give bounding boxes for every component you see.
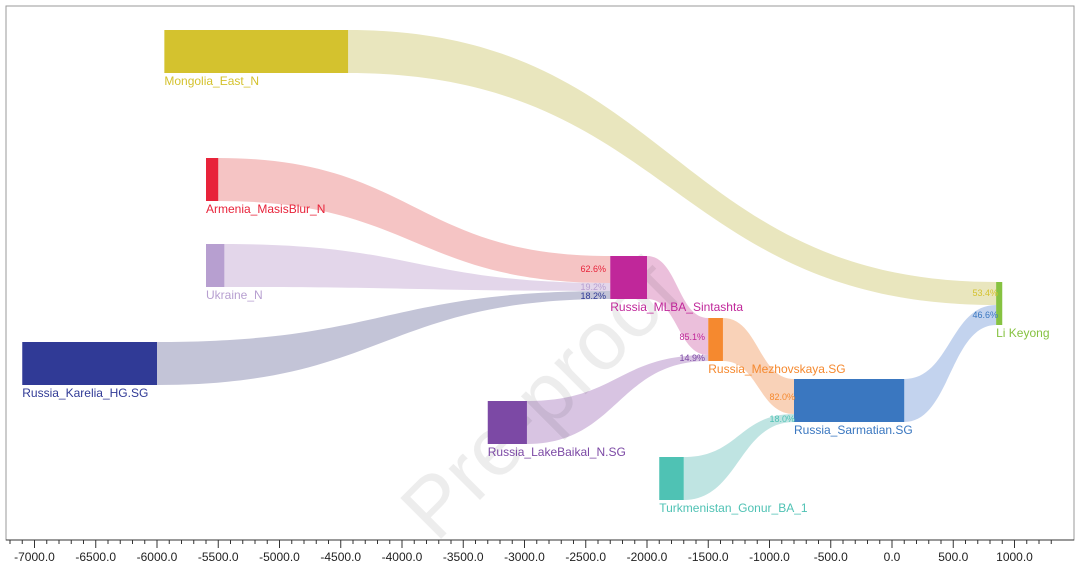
nodes-layer xyxy=(22,30,1003,500)
tick-label: -7000.0 xyxy=(14,550,55,564)
node-armenia[interactable] xyxy=(206,158,219,201)
tick-label: 0.0 xyxy=(884,550,901,564)
node-ukraine[interactable] xyxy=(206,244,225,287)
link-armenia-to-sintashta xyxy=(218,158,611,283)
tick-label: -500.0 xyxy=(814,550,848,564)
tick-label: -5500.0 xyxy=(198,550,239,564)
tick-label: -6500.0 xyxy=(75,550,116,564)
link-mongolia-to-keyong xyxy=(348,30,997,305)
tick-label: -4500.0 xyxy=(320,550,361,564)
link-label-gonur-to-sarmatian: 18.0% xyxy=(769,414,795,424)
node-karelia[interactable] xyxy=(22,342,157,385)
node-labels-layer: Mongolia_East_N Armenia_MasisBlur_N Ukrain… xyxy=(22,74,1049,515)
node-label-mezhov: Russia_Mezhovskaya.SG xyxy=(708,362,845,376)
x-axis: -7000.0 -6500.0 -6000.0 -5500.0 -5000.0 -4500… xyxy=(6,539,1074,564)
node-gonur[interactable] xyxy=(659,457,684,500)
link-ukraine-to-sintashta xyxy=(224,244,611,291)
tick-label: -3000.0 xyxy=(504,550,545,564)
tick-label: -1500.0 xyxy=(688,550,729,564)
tick-label: -1000.0 xyxy=(749,550,790,564)
link-label-armenia-to-sintashta: 62.6% xyxy=(580,264,606,274)
tick-label: -6000.0 xyxy=(137,550,178,564)
tick-label: -4000.0 xyxy=(382,550,423,564)
node-label-sintashta: Russia_MLBA_Sintashta xyxy=(610,300,743,314)
node-sintashta[interactable] xyxy=(610,256,647,299)
link-label-karelia-to-sintashta: 18.2% xyxy=(580,291,606,301)
link-sintashta-to-mezhov xyxy=(647,256,709,355)
node-label-gonur: Turkmenistan_Gonur_BA_1 xyxy=(659,501,808,515)
link-sarmatian-to-keyong xyxy=(904,305,997,422)
link-label-mongolia-to-keyong: 53.4% xyxy=(972,288,998,298)
node-mongolia[interactable] xyxy=(164,30,349,73)
link-gonur-to-sarmatian xyxy=(683,414,794,500)
link-mezhov-to-sarmatian xyxy=(722,318,794,414)
tick-label: -2500.0 xyxy=(565,550,606,564)
node-label-mongolia: Mongolia_East_N xyxy=(164,74,259,88)
node-mezhov[interactable] xyxy=(708,318,723,361)
tick-label: -3500.0 xyxy=(443,550,484,564)
tick-label: 1000.0 xyxy=(996,550,1033,564)
links-layer xyxy=(157,30,997,500)
tick-label: -5000.0 xyxy=(259,550,300,564)
tick-label: 500.0 xyxy=(938,550,968,564)
node-label-ukraine: Ukraine_N xyxy=(206,288,263,302)
node-label-armenia: Armenia_MasisBlur_N xyxy=(206,202,325,216)
node-label-karelia: Russia_Karelia_HG.SG xyxy=(22,386,148,400)
link-label-baikal-to-mezhov: 14.9% xyxy=(679,353,705,363)
link-label-sarmatian-to-keyong: 46.6% xyxy=(972,310,998,320)
node-label-baikal: Russia_LakeBaikal_N.SG xyxy=(488,445,626,459)
link-baikal-to-mezhov xyxy=(526,355,709,444)
tick-label: -2000.0 xyxy=(627,550,668,564)
link-label-sintashta-to-mezhov: 85.1% xyxy=(679,332,705,342)
node-sarmatian[interactable] xyxy=(794,379,905,422)
node-baikal[interactable] xyxy=(487,401,527,444)
node-label-keyong: Li Keyong xyxy=(996,326,1049,340)
link-labels-layer: 53.4% 46.6% 62.6% 19.2%18.2% 85.1% 14.9% 82.0%… xyxy=(580,264,998,424)
node-label-sarmatian: Russia_Sarmatian.SG xyxy=(794,423,913,437)
link-label-ukraine-to-sintashta: 19.2% xyxy=(580,282,606,292)
link-karelia-to-sintashta xyxy=(157,291,611,385)
node-keyong[interactable] xyxy=(996,282,1003,325)
link-label-mezhov-to-sarmatian: 82.0% xyxy=(769,392,795,402)
